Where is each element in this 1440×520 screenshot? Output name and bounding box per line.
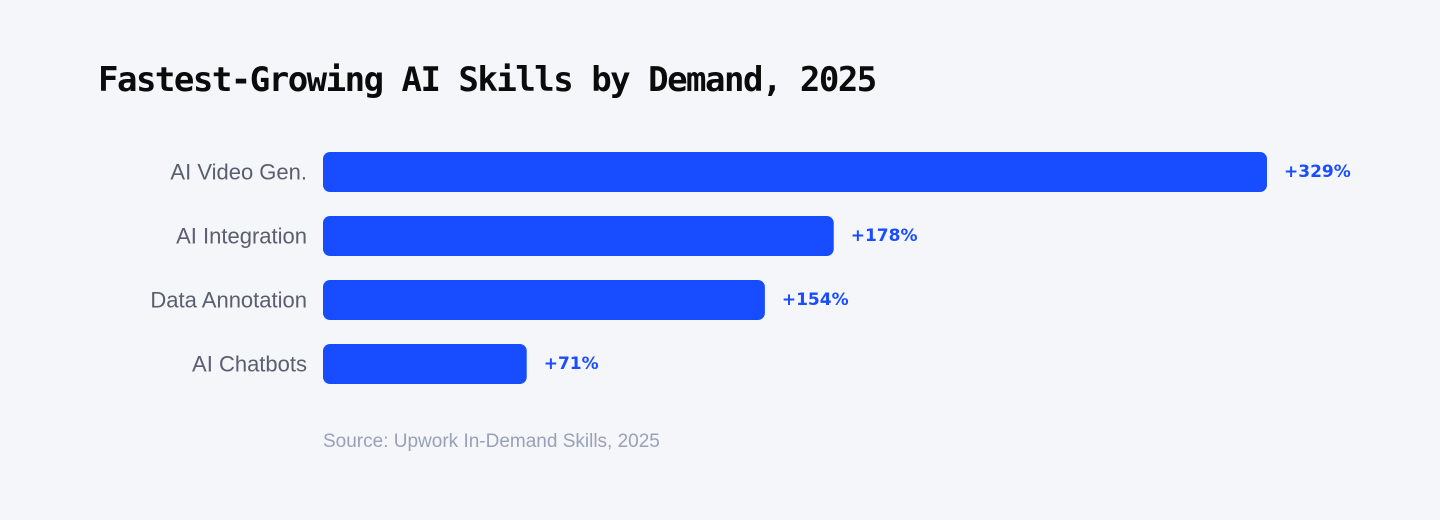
category-label: AI Integration [176,224,307,249]
value-label: +178% [851,226,918,246]
value-label: +71% [544,354,599,374]
bar [323,344,527,384]
bar [323,152,1267,192]
chart-title: Fastest-Growing AI Skills by Demand, 202… [98,60,877,100]
category-label: AI Video Gen. [170,160,307,185]
category-label: Data Annotation [150,288,307,313]
category-label: AI Chatbots [192,352,307,377]
source-note: Source: Upwork In-Demand Skills, 2025 [323,431,660,452]
bar [323,280,765,320]
value-label: +329% [1284,162,1351,182]
value-label: +154% [782,290,849,310]
bar [323,216,834,256]
